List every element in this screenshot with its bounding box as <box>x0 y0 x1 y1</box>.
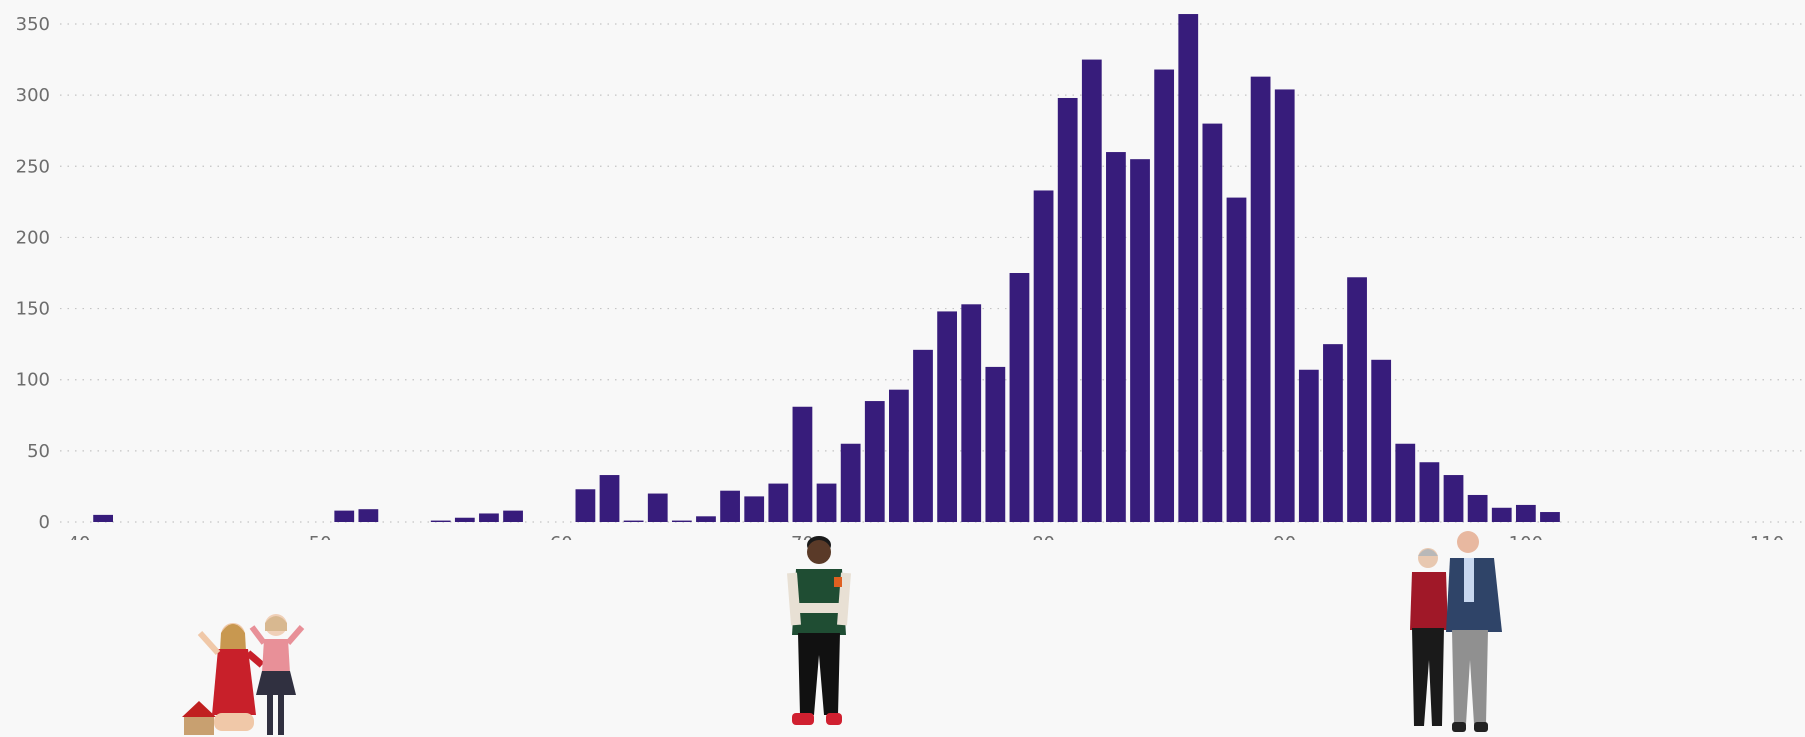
bar-74 <box>888 389 909 522</box>
y-axis-ticks: 0 50 100 150 200 250 300 350 <box>16 14 50 533</box>
bar-63 <box>623 520 644 522</box>
bar-chart: 0 50 100 150 200 250 300 350 40 50 60 70 80 90 100 110 <box>16 14 1805 540</box>
bar-92 <box>1323 344 1343 522</box>
bar-68 <box>744 496 765 522</box>
bar-69 <box>768 483 789 522</box>
bar-76 <box>937 311 958 522</box>
bar-96 <box>1419 462 1440 522</box>
x-tick-label: 50 <box>309 533 332 540</box>
bar-70 <box>792 406 813 522</box>
bar-73 <box>864 401 885 522</box>
x-axis-ticks: 40 50 60 70 80 90 100 110 <box>68 533 1785 540</box>
bar-82 <box>1081 59 1102 522</box>
bar-80 <box>1033 190 1054 522</box>
bar-58 <box>503 510 523 522</box>
x-tick-label: 80 <box>1032 533 1055 540</box>
bar-75 <box>913 349 933 522</box>
bar-95 <box>1395 443 1416 522</box>
bar-93 <box>1347 277 1367 522</box>
bar-66 <box>696 516 716 522</box>
bar-85 <box>1154 69 1175 522</box>
older-couple-figure <box>1410 531 1502 732</box>
bar-90 <box>1274 89 1295 523</box>
children-figure <box>182 614 305 735</box>
bar-61 <box>575 489 596 522</box>
bar-89 <box>1250 76 1271 522</box>
y-tick-label: 350 <box>16 14 50 35</box>
bars <box>93 14 1560 523</box>
bar-55 <box>430 520 451 522</box>
x-tick-label: 70 <box>791 533 814 540</box>
x-tick-label: 90 <box>1273 533 1296 540</box>
bar-77 <box>961 304 982 522</box>
bar-97 <box>1443 475 1464 522</box>
bar-78 <box>985 366 1006 522</box>
y-tick-label: 100 <box>16 370 50 391</box>
bar-64 <box>647 493 668 522</box>
bar-67 <box>720 490 740 522</box>
bar-91 <box>1298 369 1319 522</box>
bar-57 <box>479 513 499 522</box>
bar-56 <box>454 517 475 522</box>
bar-99 <box>1491 507 1512 522</box>
bar-65 <box>671 520 692 522</box>
bar-41 <box>93 514 114 522</box>
young-man-figure <box>787 536 851 725</box>
x-tick-label: 60 <box>550 533 573 540</box>
x-tick-label: 100 <box>1509 533 1543 540</box>
y-tick-label: 300 <box>16 85 50 106</box>
bar-83 <box>1106 152 1126 523</box>
bar-94 <box>1371 359 1392 522</box>
bar-81 <box>1057 97 1078 522</box>
bar-98 <box>1467 494 1488 522</box>
bar-71 <box>816 483 837 522</box>
bar-100 <box>1515 504 1536 522</box>
y-tick-label: 0 <box>39 512 50 533</box>
bar-86 <box>1178 14 1199 522</box>
bar-87 <box>1202 123 1223 522</box>
bar-52 <box>358 509 379 522</box>
bar-62 <box>599 475 620 522</box>
bar-88 <box>1226 197 1247 523</box>
bar-51 <box>334 510 355 522</box>
bar-101 <box>1540 512 1560 522</box>
bar-84 <box>1130 159 1150 522</box>
x-tick-label: 40 <box>68 533 91 540</box>
y-tick-label: 250 <box>16 156 50 177</box>
bar-72 <box>840 443 861 522</box>
y-tick-label: 150 <box>16 299 50 320</box>
y-tick-label: 50 <box>27 441 50 462</box>
bar-79 <box>1009 273 1030 522</box>
x-tick-label: 110 <box>1750 533 1784 540</box>
y-tick-label: 200 <box>16 227 50 248</box>
